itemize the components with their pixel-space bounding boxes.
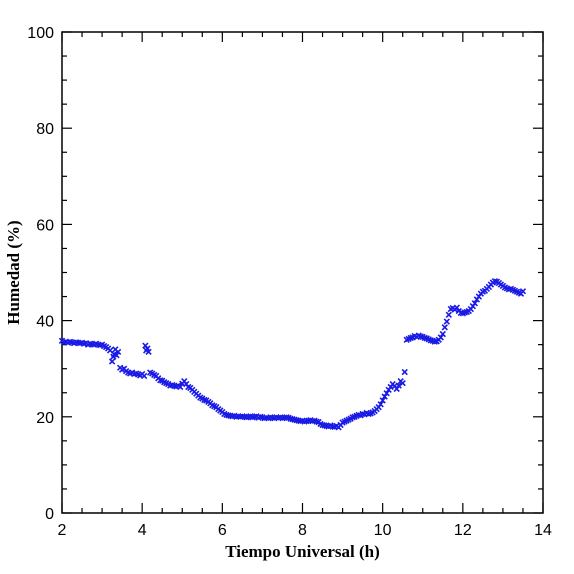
x-tick-label: 2 (58, 522, 67, 539)
data-point (399, 379, 406, 387)
x-tick-label: 12 (454, 522, 472, 539)
data-point (114, 348, 122, 356)
axis-tick-labels: 2 4 6 8 10 12 14 0 20 40 60 80 100 (27, 25, 552, 539)
data-point (445, 311, 452, 318)
data-point (393, 385, 400, 393)
x-axis-label: Tiempo Universal (h) (225, 542, 380, 561)
data-point (113, 352, 120, 359)
x-tick-label: 6 (218, 522, 227, 539)
x-tick-label: 8 (298, 522, 307, 539)
x-tick-label: 4 (138, 522, 147, 539)
y-tick-label: 40 (36, 314, 54, 331)
data-point (108, 358, 116, 365)
axis-ticks (61, 31, 544, 514)
y-axis-label: Humedad (%) (4, 220, 23, 324)
data-point (379, 397, 386, 404)
data-point (377, 401, 384, 408)
x-tick-label: 10 (374, 522, 392, 539)
plot-frame (61, 31, 544, 514)
y-tick-label: 80 (36, 121, 54, 138)
data-point (441, 324, 448, 331)
y-tick-label: 100 (27, 25, 54, 42)
data-point (177, 383, 184, 391)
y-tick-label: 0 (45, 506, 54, 523)
data-point (383, 390, 390, 397)
data-point (519, 288, 527, 295)
y-tick-label: 20 (36, 410, 54, 427)
data-point (381, 393, 388, 400)
data-point (443, 318, 450, 325)
data-point (471, 300, 479, 307)
data-point (401, 368, 408, 376)
y-tick-label: 60 (36, 217, 54, 234)
data-point (439, 330, 446, 338)
data-point (141, 372, 148, 380)
data-point (145, 348, 152, 356)
data-points (58, 277, 527, 431)
data-point (437, 334, 444, 341)
data-point (395, 382, 402, 389)
x-tick-label: 14 (534, 522, 552, 539)
data-point (453, 304, 460, 311)
